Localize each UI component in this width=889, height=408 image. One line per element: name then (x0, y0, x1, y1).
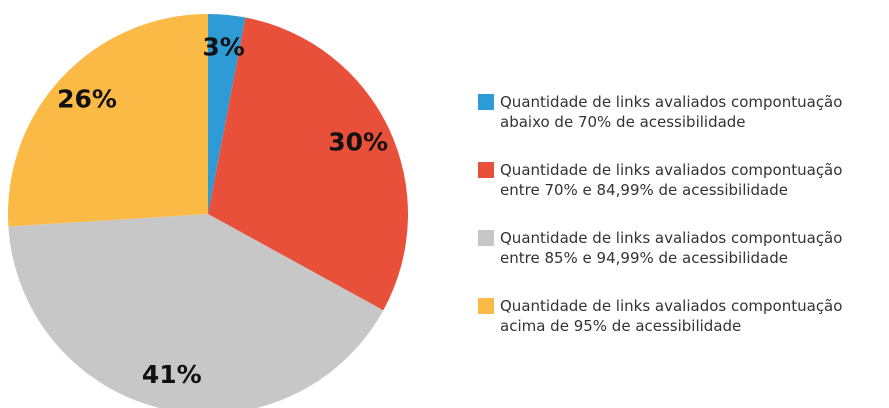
pie-slice (208, 17, 408, 311)
value-label: 3% (202, 33, 244, 62)
pie-slice (8, 214, 384, 408)
legend-swatch (478, 230, 494, 246)
legend-item: Quantidade de links avaliados compontuaç… (478, 296, 886, 336)
legend-swatch (478, 162, 494, 178)
legend-item: Quantidade de links avaliados compontuaç… (478, 160, 886, 200)
value-label: 41% (142, 360, 202, 389)
legend-swatch (478, 94, 494, 110)
value-label: 30% (328, 127, 388, 156)
legend-swatch (478, 298, 494, 314)
legend-label: Quantidade de links avaliados compontuaç… (500, 161, 843, 199)
legend-label: Quantidade de links avaliados compontuaç… (500, 93, 843, 131)
pie-slice (7, 14, 208, 227)
legend-item: Quantidade de links avaliados compontuaç… (478, 92, 886, 132)
legend-label: Quantidade de links avaliados compontuaç… (500, 229, 843, 267)
legend-item: Quantidade de links avaliados compontuaç… (478, 228, 886, 268)
pie-slice (208, 14, 246, 214)
value-label: 26% (57, 84, 117, 113)
legend-label: Quantidade de links avaliados compontuaç… (500, 297, 843, 335)
